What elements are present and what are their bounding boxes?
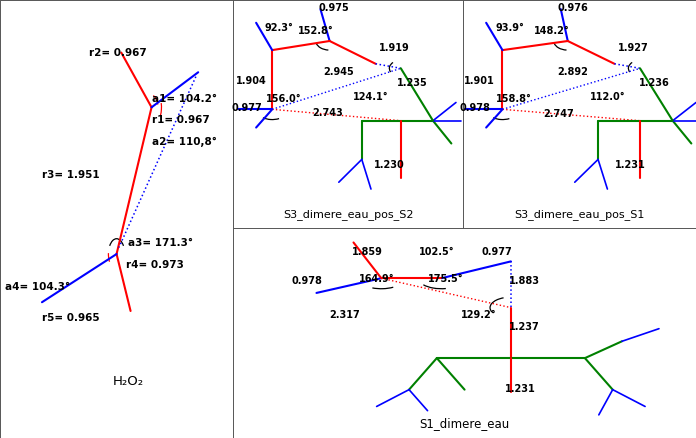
Text: r1= 0.967: r1= 0.967	[152, 115, 209, 124]
Text: 112.0°: 112.0°	[590, 92, 625, 102]
Text: 1.927: 1.927	[617, 43, 649, 53]
Text: 152.8°: 152.8°	[298, 26, 333, 36]
Text: 1.901: 1.901	[464, 76, 495, 86]
Text: 0.978: 0.978	[459, 103, 490, 113]
Text: S3_dimere_eau_pos_S1: S3_dimere_eau_pos_S1	[514, 208, 644, 219]
Text: r4= 0.973: r4= 0.973	[126, 260, 184, 270]
Text: 1.235: 1.235	[397, 78, 427, 88]
Text: 164.9°: 164.9°	[359, 274, 395, 284]
Text: 1.859: 1.859	[352, 247, 383, 257]
Text: 1.237: 1.237	[509, 321, 540, 332]
Text: 0.976: 0.976	[557, 3, 588, 13]
Text: a3= 171.3°: a3= 171.3°	[128, 238, 193, 248]
Text: 2.743: 2.743	[312, 108, 342, 118]
Text: 156.0°: 156.0°	[266, 94, 301, 104]
Text: 1.230: 1.230	[374, 160, 404, 170]
Text: a2= 110,8°: a2= 110,8°	[152, 136, 216, 147]
Text: 2.945: 2.945	[324, 67, 354, 77]
Text: a4= 104.3°: a4= 104.3°	[5, 282, 70, 292]
Text: S1_dimere_eau: S1_dimere_eau	[420, 417, 509, 430]
Text: 102.5°: 102.5°	[419, 247, 454, 257]
Text: a1= 104.2°: a1= 104.2°	[152, 94, 216, 103]
Text: H₂O₂: H₂O₂	[113, 374, 144, 388]
Text: S3_dimere_eau_pos_S2: S3_dimere_eau_pos_S2	[283, 208, 413, 219]
Text: 0.977: 0.977	[232, 103, 262, 113]
Text: 93.9°: 93.9°	[495, 24, 524, 33]
Text: 0.977: 0.977	[482, 247, 512, 257]
Text: 1.231: 1.231	[505, 384, 535, 394]
Text: 1.231: 1.231	[615, 160, 646, 170]
Text: 92.3°: 92.3°	[264, 24, 294, 33]
Text: 1.919: 1.919	[379, 43, 409, 53]
Text: 0.978: 0.978	[292, 276, 323, 286]
Text: 124.1°: 124.1°	[353, 92, 389, 102]
Text: 1.883: 1.883	[509, 276, 540, 286]
Text: 148.2°: 148.2°	[534, 26, 569, 36]
Text: 1.904: 1.904	[236, 76, 267, 86]
Text: 2.892: 2.892	[557, 67, 588, 77]
Text: 2.747: 2.747	[543, 109, 574, 119]
Text: 129.2°: 129.2°	[461, 310, 496, 320]
Text: 158.8°: 158.8°	[496, 94, 532, 104]
Text: 175.5°: 175.5°	[428, 274, 464, 284]
Text: r5= 0.965: r5= 0.965	[42, 313, 100, 322]
Text: 0.975: 0.975	[319, 3, 349, 13]
Text: r3= 1.951: r3= 1.951	[42, 170, 100, 180]
Text: 2.317: 2.317	[329, 310, 360, 320]
Text: 1.236: 1.236	[639, 78, 670, 88]
Text: r2= 0.967: r2= 0.967	[88, 48, 146, 57]
